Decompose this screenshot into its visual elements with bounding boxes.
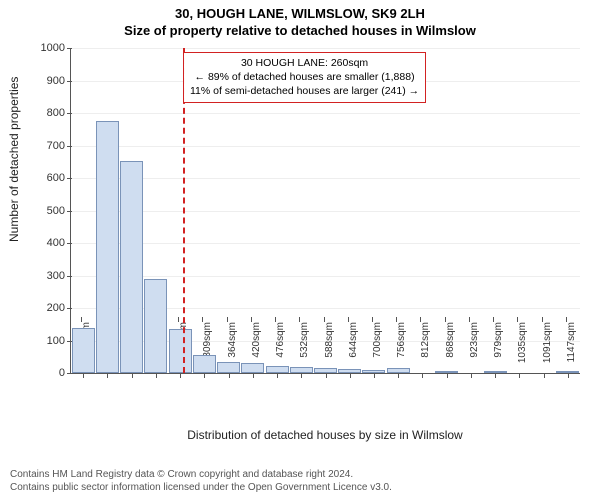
histogram-bar [290,367,313,373]
annotation-line: 11% of semi-detached houses are larger (… [190,84,419,98]
histogram-bar [241,363,264,373]
page-subtitle: Size of property relative to detached ho… [0,21,600,38]
histogram-bar [362,370,385,373]
footer-line: Contains public sector information licen… [10,482,590,495]
footer-attribution: Contains HM Land Registry data © Crown c… [10,469,590,494]
x-tick: 700sqm [372,322,383,377]
annotation-box: 30 HOUGH LANE: 260sqm← 89% of detached h… [183,52,426,103]
histogram-bar [484,371,507,373]
x-axis-label: Distribution of detached houses by size … [70,428,580,442]
x-tick: 812sqm [420,322,431,377]
y-tick: 400 [47,237,71,249]
y-tick: 600 [47,172,71,184]
histogram-bar [435,371,458,373]
y-tick: 900 [47,75,71,87]
y-tick: 100 [47,335,71,347]
histogram-bar [314,368,337,373]
histogram-bar [556,371,579,373]
histogram-bar [72,328,95,374]
page-title: 30, HOUGH LANE, WILMSLOW, SK9 2LH [0,0,600,21]
x-tick: 979sqm [493,322,504,377]
histogram-bar [144,279,167,373]
annotation-line: ← 89% of detached houses are smaller (1,… [190,70,419,84]
histogram-bar [120,161,143,373]
footer-line: Contains HM Land Registry data © Crown c… [10,469,590,482]
y-tick: 300 [47,270,71,282]
annotation-line: 30 HOUGH LANE: 260sqm [190,56,419,70]
y-tick: 0 [59,367,71,379]
y-tick: 700 [47,140,71,152]
histogram-bar [266,366,289,373]
x-tick: 923sqm [469,322,480,377]
histogram-bar [96,121,119,373]
x-tick: 1035sqm [517,322,528,377]
y-axis-label: Number of detached properties [7,77,21,242]
y-tick: 1000 [41,42,71,54]
chart-container: Number of detached properties 0100200300… [0,40,600,444]
y-tick: 800 [47,107,71,119]
histogram-bar [338,369,361,373]
histogram-bar [193,355,216,373]
y-tick: 500 [47,205,71,217]
plot-area: 0100200300400500600700800900100029sqm85s… [70,48,580,374]
x-tick: 1091sqm [542,322,553,377]
histogram-bar [217,362,240,373]
histogram-bar [169,329,192,373]
x-tick: 1147sqm [566,322,577,377]
histogram-bar [387,368,410,373]
y-tick: 200 [47,302,71,314]
x-tick: 868sqm [445,322,456,377]
